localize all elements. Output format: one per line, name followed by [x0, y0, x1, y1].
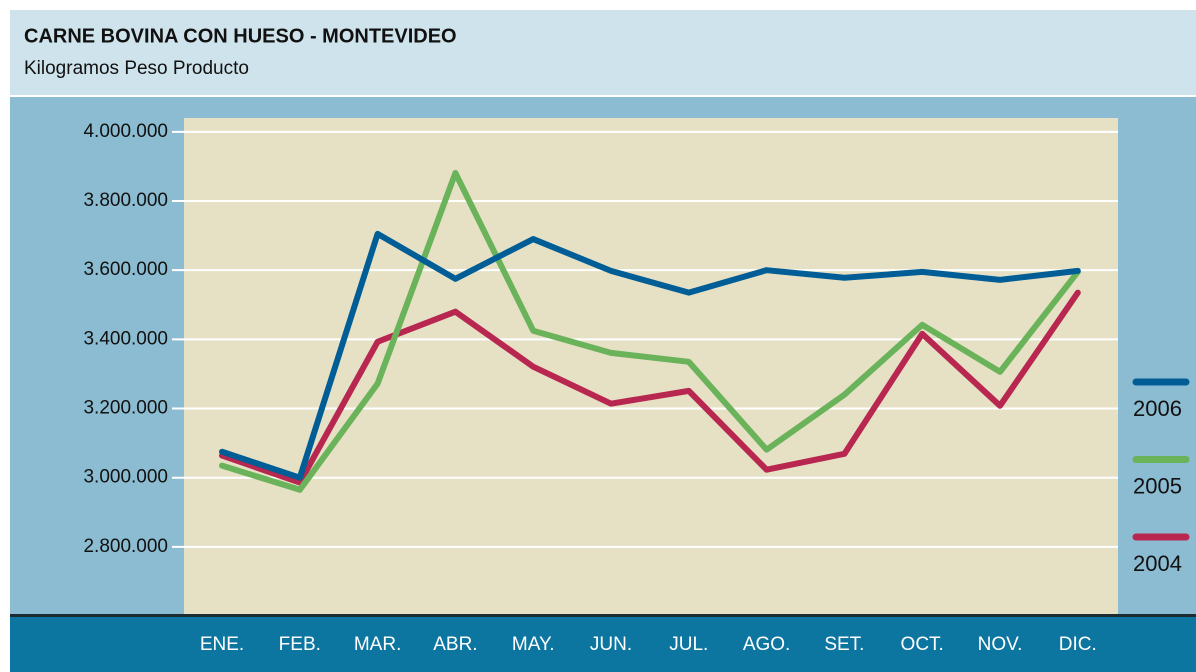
x-tick-label: ENE.: [200, 634, 244, 655]
plot-area: [184, 118, 1118, 615]
x-tick-label: FEB.: [279, 634, 321, 655]
y-tick-label: 3.400.000: [83, 328, 168, 349]
y-tick-label: 3.800.000: [83, 190, 168, 211]
x-tick-label: AGO.: [743, 634, 791, 655]
series-line: [219, 169, 1081, 493]
x-axis-band: [10, 617, 1196, 672]
legend-label: 2005: [1133, 473, 1182, 498]
y-tick-label: 3.000.000: [83, 467, 168, 488]
y-tick-label: 2.800.000: [83, 536, 168, 557]
legend-label: 2004: [1133, 551, 1182, 576]
chart-subtitle: Kilogramos Peso Producto: [24, 58, 249, 79]
y-tick-label: 4.000.000: [83, 121, 168, 142]
x-tick-label: MAY.: [512, 634, 555, 655]
x-tick-label: MAR.: [354, 634, 402, 655]
x-tick-label: JUN.: [590, 634, 632, 655]
x-tick-label: NOV.: [978, 634, 1023, 655]
y-tick-label: 3.600.000: [83, 259, 168, 280]
y-tick-label: 3.200.000: [83, 398, 168, 419]
series-line: [219, 289, 1081, 486]
axis-line: [10, 614, 1196, 617]
x-tick-label: ABR.: [433, 634, 477, 655]
x-tick-label: DIC.: [1059, 634, 1097, 655]
series-line: [219, 230, 1081, 481]
legend-label: 2006: [1133, 396, 1182, 421]
header-band: [10, 10, 1196, 95]
x-tick-label: OCT.: [901, 634, 944, 655]
x-tick-label: JUL.: [669, 634, 708, 655]
x-tick-label: SET.: [824, 634, 864, 655]
chart-title: CARNE BOVINA CON HUESO - MONTEVIDEO: [24, 25, 457, 47]
